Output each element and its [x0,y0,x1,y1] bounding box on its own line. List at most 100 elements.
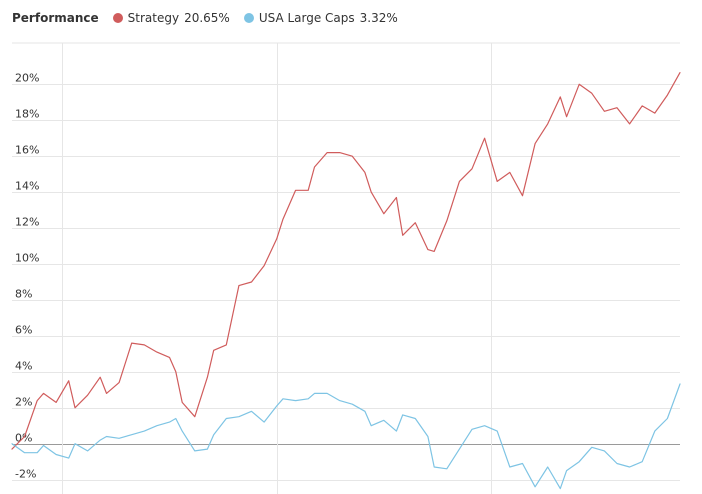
data-point-strategy [275,237,278,240]
legend-label-usa-large-caps: USA Large Caps [258,11,355,25]
series-line-usa-large-caps [11,383,681,490]
data-point-usa-large-caps [313,392,316,395]
data-point-strategy [294,189,297,192]
data-point-strategy [118,381,121,384]
series-line-strategy [11,71,681,450]
data-point-usa-large-caps [590,446,593,449]
y-tick-label: 14% [15,180,39,193]
data-point-strategy [483,137,486,140]
data-point-usa-large-caps [615,462,618,465]
chart-title: Performance [12,11,99,25]
data-point-usa-large-caps [666,417,669,420]
data-point-usa-large-caps [36,451,39,454]
y-tick-label: 12% [15,216,39,229]
data-point-usa-large-caps [294,399,297,402]
data-point-strategy [313,165,316,168]
data-point-strategy [641,104,644,107]
data-point-usa-large-caps [130,433,133,436]
data-point-strategy [99,376,102,379]
data-point-strategy [370,191,373,194]
data-point-usa-large-caps [433,465,436,468]
data-point-strategy [534,142,537,145]
data-point-strategy [678,71,681,74]
data-point-strategy [281,218,284,221]
data-point-strategy [521,194,524,197]
data-point-usa-large-caps [382,419,385,422]
y-tick-label: 20% [15,72,39,85]
data-point-strategy [73,406,76,409]
data-point-usa-large-caps [653,430,656,433]
data-point-strategy [401,234,404,237]
data-point-strategy [250,280,253,283]
data-point-strategy [143,343,146,346]
data-point-strategy [67,379,70,382]
data-point-usa-large-caps [263,421,266,424]
data-point-strategy [351,155,354,158]
data-point-usa-large-caps [155,424,158,427]
data-point-usa-large-caps [105,435,108,438]
data-point-usa-large-caps [603,449,606,452]
data-point-strategy [42,392,45,395]
y-tick-label: 6% [15,324,32,337]
data-point-strategy [426,248,429,251]
data-point-strategy [307,189,310,192]
legend-item-strategy[interactable]: Strategy 20.65% [112,11,230,25]
data-point-usa-large-caps [521,462,524,465]
data-point-strategy [445,219,448,222]
y-tick-label: 10% [15,252,39,265]
legend-dot-usa-large-caps [243,13,254,23]
data-point-strategy [363,171,366,174]
data-point-strategy [86,394,89,397]
data-point-strategy [263,264,266,267]
data-point-usa-large-caps [143,430,146,433]
data-point-usa-large-caps [168,421,171,424]
data-point-usa-large-caps [534,485,537,488]
data-point-usa-large-caps [426,435,429,438]
y-tick-label: 4% [15,360,32,373]
data-point-usa-large-caps [628,465,631,468]
data-point-strategy [666,94,669,97]
legend-item-usa-large-caps[interactable]: USA Large Caps 3.32% [243,11,398,25]
data-point-usa-large-caps [483,424,486,427]
data-point-usa-large-caps [86,449,89,452]
data-point-strategy [206,376,209,379]
data-point-strategy [193,415,196,418]
data-point-strategy [615,106,618,109]
data-point-strategy [590,92,593,95]
data-point-usa-large-caps [10,442,13,445]
data-point-strategy [653,112,656,115]
data-point-strategy [181,401,184,404]
y-tick-label: 16% [15,144,39,157]
data-point-strategy [496,180,499,183]
legend-label-strategy: Strategy [127,11,180,25]
data-point-usa-large-caps [395,430,398,433]
data-point-usa-large-caps [206,448,209,451]
data-point-strategy [628,122,631,125]
data-point-usa-large-caps [508,465,511,468]
data-point-usa-large-caps [237,415,240,418]
data-point-strategy [212,349,215,352]
data-point-usa-large-caps [23,451,26,454]
data-point-strategy [414,221,417,224]
data-point-usa-large-caps [370,424,373,427]
data-point-usa-large-caps [193,449,196,452]
y-tick-label: -2% [15,468,36,481]
data-point-strategy [225,343,228,346]
data-point-usa-large-caps [307,397,310,400]
data-point-usa-large-caps [496,430,499,433]
data-point-usa-large-caps [458,448,461,451]
data-point-strategy [470,167,473,170]
data-point-usa-large-caps [678,382,681,385]
data-point-usa-large-caps [559,487,562,490]
data-point-strategy [155,351,158,354]
legend-dot-strategy [112,13,123,23]
data-point-usa-large-caps [363,410,366,413]
data-point-strategy [578,83,581,86]
data-point-strategy [10,448,13,451]
data-point-usa-large-caps [99,439,102,442]
data-point-strategy [603,110,606,113]
legend-value-usa-large-caps: 3.32% [359,11,398,25]
data-point-usa-large-caps [351,403,354,406]
data-point-usa-large-caps [42,444,45,447]
